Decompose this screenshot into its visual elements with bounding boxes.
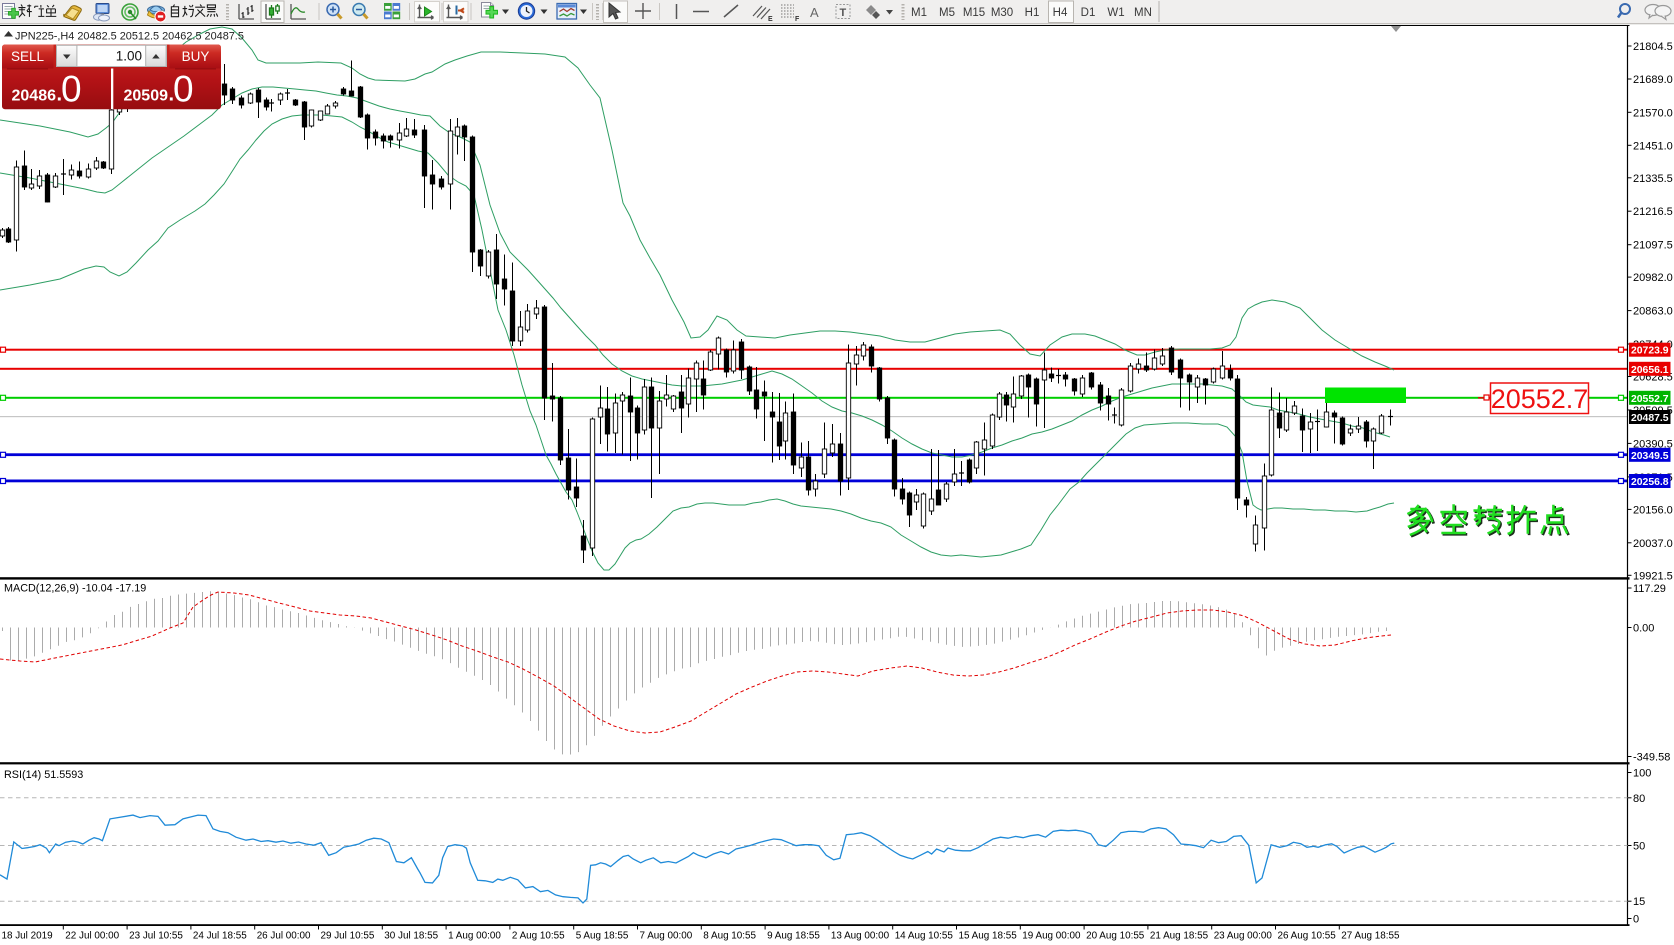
svg-text:50: 50 bbox=[1633, 841, 1645, 853]
svg-text:W1: W1 bbox=[1107, 7, 1124, 19]
svg-text:20037.0: 20037.0 bbox=[1633, 538, 1673, 550]
svg-text:8 Aug 10:55: 8 Aug 10:55 bbox=[703, 931, 756, 942]
svg-text:30 Jul 18:55: 30 Jul 18:55 bbox=[384, 931, 438, 942]
svg-text:0.00: 0.00 bbox=[1633, 623, 1654, 635]
svg-text:20982.0: 20982.0 bbox=[1633, 272, 1673, 284]
svg-text:15 Aug 18:55: 15 Aug 18:55 bbox=[959, 931, 1018, 942]
svg-text:-349.58: -349.58 bbox=[1633, 752, 1670, 764]
svg-text:9 Aug 18:55: 9 Aug 18:55 bbox=[767, 931, 820, 942]
svg-text:26 Aug 10:55: 26 Aug 10:55 bbox=[1278, 931, 1337, 942]
svg-text:7 Aug 00:00: 7 Aug 00:00 bbox=[640, 931, 693, 942]
svg-text:27 Aug 18:55: 27 Aug 18:55 bbox=[1341, 931, 1400, 942]
svg-text:H4: H4 bbox=[1053, 7, 1068, 19]
svg-text:M15: M15 bbox=[963, 7, 985, 19]
svg-text:20552.7: 20552.7 bbox=[1491, 384, 1589, 414]
svg-text:19 Aug 00:00: 19 Aug 00:00 bbox=[1022, 931, 1081, 942]
svg-text:BUY: BUY bbox=[182, 49, 210, 64]
svg-text:M5: M5 bbox=[939, 7, 955, 19]
svg-text:21570.0: 21570.0 bbox=[1633, 107, 1673, 119]
svg-text:SELL: SELL bbox=[11, 49, 45, 64]
svg-text:T: T bbox=[840, 7, 847, 19]
svg-text:23 Aug 00:00: 23 Aug 00:00 bbox=[1214, 931, 1273, 942]
svg-text:20486: 20486 bbox=[12, 88, 57, 105]
svg-text:20256.8: 20256.8 bbox=[1631, 477, 1669, 488]
svg-text:21451.0: 21451.0 bbox=[1633, 140, 1673, 152]
svg-text:26 Jul 00:00: 26 Jul 00:00 bbox=[257, 931, 311, 942]
svg-text:20552.7: 20552.7 bbox=[1631, 394, 1669, 405]
svg-text:15: 15 bbox=[1633, 896, 1645, 908]
svg-text:0: 0 bbox=[61, 69, 82, 110]
svg-text:100: 100 bbox=[1633, 768, 1651, 780]
svg-text:A: A bbox=[810, 5, 819, 20]
svg-text:20 Aug 10:55: 20 Aug 10:55 bbox=[1086, 931, 1145, 942]
svg-text:20863.0: 20863.0 bbox=[1633, 306, 1673, 318]
svg-text:.: . bbox=[169, 84, 175, 106]
svg-text:19921.5: 19921.5 bbox=[1633, 570, 1673, 582]
svg-text:1.00: 1.00 bbox=[116, 49, 142, 64]
svg-text:21097.5: 21097.5 bbox=[1633, 240, 1673, 252]
svg-text:21689.0: 21689.0 bbox=[1633, 74, 1673, 86]
svg-text:MACD(12,26,9) -10.04 -17.19: MACD(12,26,9) -10.04 -17.19 bbox=[4, 583, 146, 595]
svg-text:21804.5: 21804.5 bbox=[1633, 41, 1673, 53]
svg-text:20349.5: 20349.5 bbox=[1631, 451, 1669, 462]
svg-text:F: F bbox=[795, 16, 800, 23]
svg-text:MN: MN bbox=[1134, 7, 1152, 19]
svg-text:RSI(14) 51.5593: RSI(14) 51.5593 bbox=[4, 769, 83, 781]
svg-text:M1: M1 bbox=[911, 7, 927, 19]
svg-text:20487.5: 20487.5 bbox=[1631, 413, 1669, 424]
svg-text:20509: 20509 bbox=[124, 88, 169, 105]
svg-text:2 Aug 10:55: 2 Aug 10:55 bbox=[512, 931, 565, 942]
svg-text:E: E bbox=[768, 16, 773, 23]
svg-text:D1: D1 bbox=[1081, 7, 1096, 19]
svg-text:20156.0: 20156.0 bbox=[1633, 504, 1673, 516]
svg-text:.: . bbox=[57, 84, 63, 106]
svg-text:80: 80 bbox=[1633, 793, 1645, 805]
svg-text:117.29: 117.29 bbox=[1633, 583, 1666, 595]
svg-text:20656.1: 20656.1 bbox=[1631, 365, 1669, 376]
svg-text:22 Jul 00:00: 22 Jul 00:00 bbox=[65, 931, 119, 942]
svg-text:18 Jul 2019: 18 Jul 2019 bbox=[2, 931, 54, 942]
svg-text:JPN225-,H4 20482.5 20512.5 20: JPN225-,H4 20482.5 20512.5 20462.5 20487… bbox=[15, 31, 244, 43]
svg-text:5 Aug 18:55: 5 Aug 18:55 bbox=[576, 931, 629, 942]
svg-text:29 Jul 10:55: 29 Jul 10:55 bbox=[321, 931, 375, 942]
svg-text:21216.5: 21216.5 bbox=[1633, 206, 1673, 218]
svg-text:21335.5: 21335.5 bbox=[1633, 173, 1673, 185]
svg-text:20390.5: 20390.5 bbox=[1633, 438, 1673, 450]
svg-text:20723.9: 20723.9 bbox=[1631, 346, 1669, 357]
svg-text:21 Aug 18:55: 21 Aug 18:55 bbox=[1150, 931, 1209, 942]
svg-text:1 Aug 00:00: 1 Aug 00:00 bbox=[448, 931, 501, 942]
svg-text:H1: H1 bbox=[1025, 7, 1040, 19]
svg-text:24 Jul 18:55: 24 Jul 18:55 bbox=[193, 931, 247, 942]
svg-text:13 Aug 00:00: 13 Aug 00:00 bbox=[831, 931, 890, 942]
svg-text:0: 0 bbox=[173, 69, 194, 110]
svg-text:14 Aug 10:55: 14 Aug 10:55 bbox=[895, 931, 954, 942]
svg-text:23 Jul 10:55: 23 Jul 10:55 bbox=[129, 931, 183, 942]
svg-text:M30: M30 bbox=[991, 7, 1013, 19]
svg-text:0: 0 bbox=[1633, 914, 1639, 926]
